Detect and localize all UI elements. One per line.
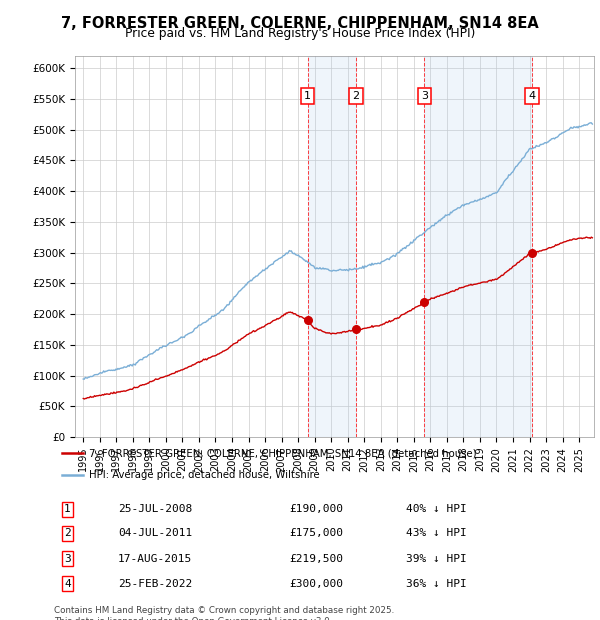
Text: 04-JUL-2011: 04-JUL-2011: [118, 528, 193, 538]
Text: 2: 2: [353, 91, 360, 101]
Text: 4: 4: [64, 579, 71, 589]
Text: 3: 3: [421, 91, 428, 101]
Text: 3: 3: [64, 554, 71, 564]
Text: HPI: Average price, detached house, Wiltshire: HPI: Average price, detached house, Wilt…: [89, 470, 319, 480]
Text: 36% ↓ HPI: 36% ↓ HPI: [406, 579, 467, 589]
Text: 43% ↓ HPI: 43% ↓ HPI: [406, 528, 467, 538]
Text: 25-FEB-2022: 25-FEB-2022: [118, 579, 193, 589]
Text: 7, FORRESTER GREEN, COLERNE, CHIPPENHAM, SN14 8EA (detached house): 7, FORRESTER GREEN, COLERNE, CHIPPENHAM,…: [89, 448, 476, 458]
Text: 4: 4: [529, 91, 536, 101]
Bar: [424, 56, 532, 437]
Text: £300,000: £300,000: [289, 579, 343, 589]
Text: £175,000: £175,000: [289, 528, 343, 538]
Text: Contains HM Land Registry data © Crown copyright and database right 2025.
This d: Contains HM Land Registry data © Crown c…: [54, 606, 394, 620]
Text: 39% ↓ HPI: 39% ↓ HPI: [406, 554, 467, 564]
Text: 17-AUG-2015: 17-AUG-2015: [118, 554, 193, 564]
Text: 2: 2: [64, 528, 71, 538]
Text: £219,500: £219,500: [289, 554, 343, 564]
Text: 1: 1: [304, 91, 311, 101]
Text: 40% ↓ HPI: 40% ↓ HPI: [406, 504, 467, 515]
Text: £190,000: £190,000: [289, 504, 343, 515]
Text: 25-JUL-2008: 25-JUL-2008: [118, 504, 193, 515]
Text: Price paid vs. HM Land Registry's House Price Index (HPI): Price paid vs. HM Land Registry's House …: [125, 27, 475, 40]
Text: 7, FORRESTER GREEN, COLERNE, CHIPPENHAM, SN14 8EA: 7, FORRESTER GREEN, COLERNE, CHIPPENHAM,…: [61, 16, 539, 30]
Text: 1: 1: [64, 504, 71, 515]
Bar: [308, 56, 356, 437]
